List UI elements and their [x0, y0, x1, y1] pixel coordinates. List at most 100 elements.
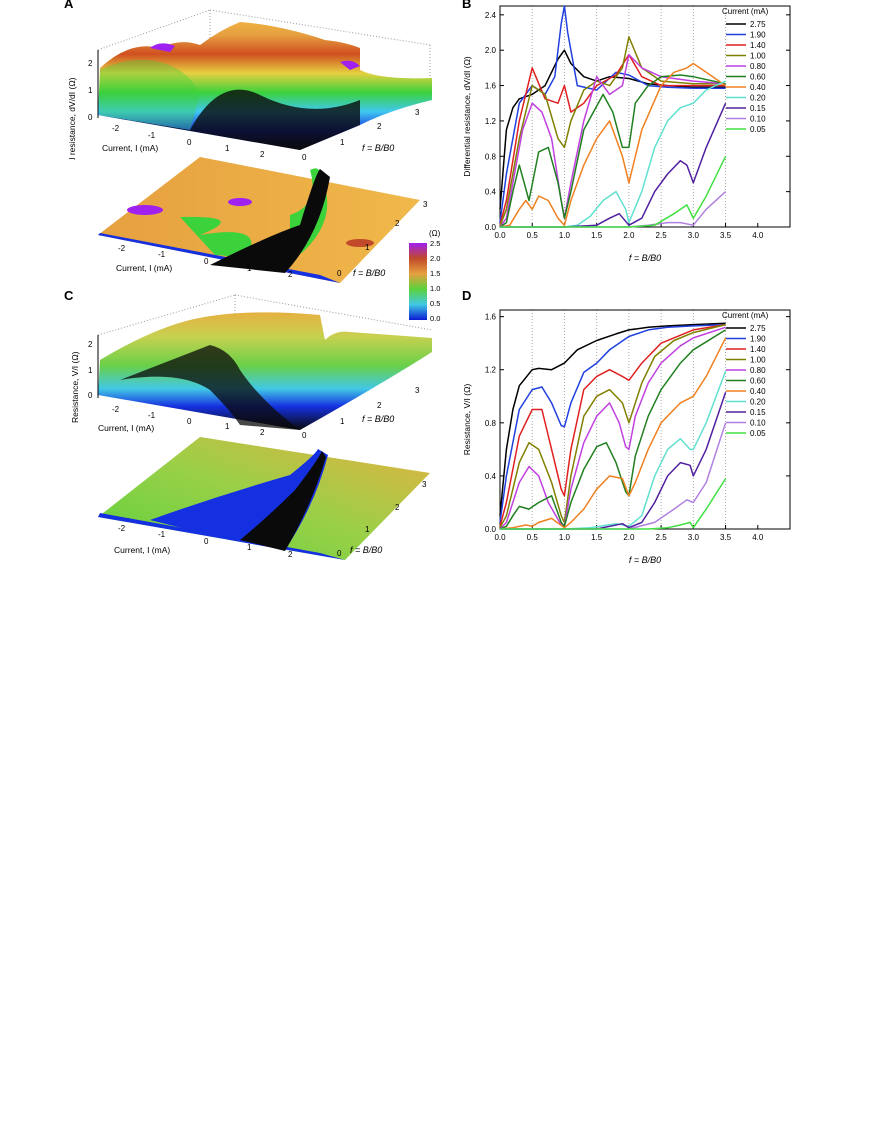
x-tick: 2	[260, 150, 265, 159]
z-tick: 2	[88, 340, 93, 349]
x-tick-label: 4.0	[752, 231, 764, 240]
series-line	[499, 36, 726, 227]
surface-ridge	[98, 89, 360, 150]
y-tick-label: 0.0	[485, 223, 497, 232]
y-label: f = B/B0	[362, 414, 394, 424]
surface-plot-c: 2 1 0 Resistance, V/I (Ω) -2 -1 0 1 2 Cu…	[70, 294, 433, 440]
x-tick: -1	[158, 250, 166, 259]
x-label: Current, I (mA)	[102, 143, 158, 153]
x-tick: 1	[247, 264, 252, 273]
series-line	[499, 323, 726, 527]
y-tick: 2	[395, 219, 400, 228]
map-surface	[98, 157, 420, 283]
x-tick: -1	[148, 411, 156, 420]
y-tick: 2	[377, 401, 382, 410]
colorbar-strip	[409, 243, 427, 320]
x-tick-label: 3.5	[720, 231, 732, 240]
y-tick: 2	[395, 503, 400, 512]
legend-label: 0.80	[750, 62, 766, 71]
series-line	[499, 323, 726, 529]
plot-frame	[499, 309, 791, 530]
legend-label: 0.80	[750, 366, 766, 375]
legend-label: 1.00	[750, 52, 766, 61]
y-tick-label: 2.4	[485, 11, 497, 20]
y-tick: 3	[415, 108, 420, 117]
y-tick-label: 0.0	[485, 525, 497, 534]
series-line	[499, 326, 726, 530]
legend-title: Current (mA)	[722, 311, 769, 320]
legend-title: Current (mA)	[722, 7, 769, 16]
colorbar-tick: 0.0	[430, 314, 440, 323]
x-tick: 1	[225, 422, 230, 431]
map-plot-c: -2 -1 0 1 2 Current, I (mA) 0 1 2 3 f = …	[98, 437, 430, 560]
x-tick: 0	[204, 537, 209, 546]
series-line	[499, 323, 726, 523]
legend-label: 1.40	[750, 345, 766, 354]
map-peak	[228, 198, 252, 206]
y-tick: 1	[365, 243, 370, 252]
x-label: Current, I (mA)	[114, 545, 170, 555]
y-tick-label: 1.6	[485, 82, 497, 91]
legend-label: 0.15	[750, 104, 766, 113]
series-line	[499, 53, 726, 226]
z-tick: 1	[88, 366, 93, 375]
surface-plot-a: 2 1 0 Differential resistance, dV/dI (Ω)…	[67, 9, 432, 160]
y-tick: 0	[337, 269, 342, 278]
y-tick: 0	[302, 153, 307, 160]
legend-label: 0.10	[750, 115, 766, 124]
x-tick-label: 1.0	[559, 231, 571, 240]
x-tick: -2	[112, 405, 120, 414]
legend-label: 2.75	[750, 20, 766, 29]
x-tick-label: 3.5	[720, 533, 732, 542]
x-axis-label: f = B/B0	[629, 555, 661, 565]
colorbar-tick: 0.5	[430, 299, 440, 308]
y-tick: 3	[422, 480, 427, 489]
surface-peak	[340, 60, 360, 70]
y-tick-label: 0.4	[485, 472, 497, 481]
legend-label: 0.10	[750, 419, 766, 428]
y-tick: 1	[340, 417, 345, 426]
x-tick-label: 2.5	[656, 533, 668, 542]
series-line	[499, 322, 726, 516]
x-tick-label: 0.0	[494, 533, 506, 542]
y-tick-label: 1.6	[485, 313, 497, 322]
line-chart-d: 0.0 0.5 1.0 1.5 2.0 2.5 3.0 3.5 4.0 0.0 0.4 0.8 1.2 1…	[462, 309, 791, 565]
panel-letter-d: D	[462, 288, 472, 303]
y-tick: 3	[415, 386, 420, 395]
series-line	[500, 155, 727, 228]
surface-body	[98, 312, 432, 430]
x-tick-label: 1.0	[559, 533, 571, 542]
z-label: Resistance, V/I (Ω)	[70, 351, 80, 423]
map-ridge	[240, 451, 326, 551]
y-label: f = B/B0	[350, 545, 382, 555]
x-axis-label: f = B/B0	[629, 253, 661, 263]
x-tick: -1	[148, 131, 156, 140]
y-axis-label: Differential resistance, dV/dI (Ω)	[462, 56, 472, 177]
colorbar-tick: 2.5	[430, 239, 440, 248]
map-peak	[127, 205, 163, 215]
legend-label: 0.15	[750, 408, 766, 417]
x-tick: 0	[187, 417, 192, 426]
x-tick: 1	[225, 144, 230, 153]
z-tick: 0	[88, 113, 93, 122]
z-tick: 2	[88, 59, 93, 68]
plot-frame	[499, 5, 791, 228]
panel-letter-a: A	[64, 0, 74, 11]
surface-ridge	[120, 345, 300, 430]
legend-label: 0.40	[750, 83, 766, 92]
y-label: f = B/B0	[353, 268, 385, 278]
colorbar-tick: 2.0	[430, 254, 440, 263]
series-line	[499, 62, 727, 228]
legend-label: 2.75	[750, 324, 766, 333]
x-tick: -2	[118, 244, 126, 253]
z-label: Differential resistance, dV/dI (Ω)	[67, 77, 77, 160]
y-tick: 0	[302, 431, 307, 440]
z-tick: 1	[88, 86, 93, 95]
surface-band	[100, 59, 200, 130]
surface-peak	[150, 43, 175, 52]
y-tick: 3	[423, 200, 428, 209]
y-tick-label: 2.0	[485, 46, 497, 55]
x-tick-label: 0.0	[494, 231, 506, 240]
x-tick: -2	[112, 124, 120, 133]
x-label: Current, I (mA)	[98, 423, 154, 433]
